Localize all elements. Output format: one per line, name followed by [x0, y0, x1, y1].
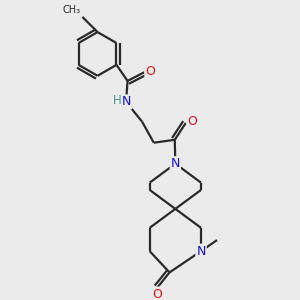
Text: O: O: [152, 287, 162, 300]
Text: O: O: [187, 115, 197, 128]
Text: H: H: [112, 94, 121, 107]
Text: N: N: [122, 95, 131, 108]
Text: O: O: [145, 65, 155, 78]
Text: N: N: [171, 157, 180, 170]
Text: CH₃: CH₃: [62, 5, 80, 16]
Text: N: N: [196, 245, 206, 258]
